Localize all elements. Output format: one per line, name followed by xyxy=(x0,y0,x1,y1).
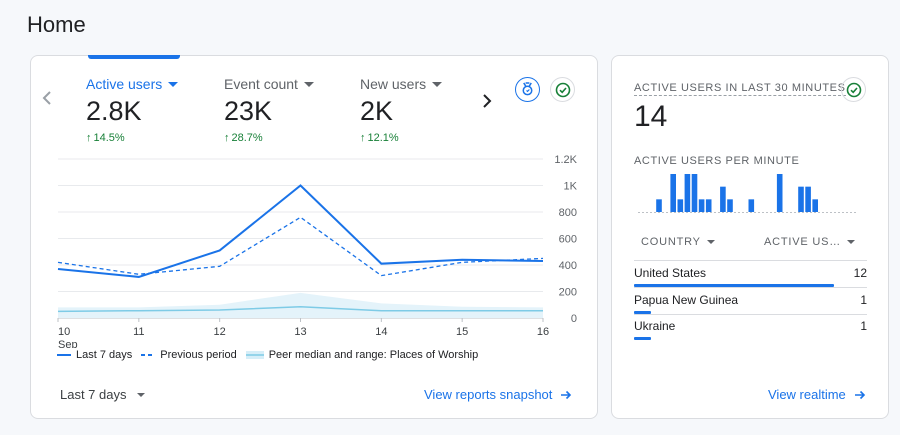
minute-bar xyxy=(698,199,705,212)
x-tick-label: 10 xyxy=(58,326,70,338)
check-circle-icon[interactable] xyxy=(841,77,866,102)
minute-bar xyxy=(776,174,783,212)
minute-bar xyxy=(748,199,755,212)
x-tick-label: 14 xyxy=(375,326,387,338)
chart-legend: Last 7 days Previous period Peer median … xyxy=(57,349,478,361)
minute-bar xyxy=(705,199,712,212)
realtime-title: ACTIVE USERS IN LAST 30 MINUTES xyxy=(634,82,846,96)
dashed-line-icon xyxy=(141,354,156,356)
view-reports-snapshot-link[interactable]: View reports snapshot xyxy=(424,387,572,402)
legend-item-peer: Peer median and range: Places of Worship xyxy=(245,349,478,361)
page-title: Home xyxy=(27,12,86,37)
chevron-down-icon xyxy=(847,240,856,244)
table-row[interactable]: Ukraine 1 xyxy=(634,315,867,341)
y-tick-label: 400 xyxy=(559,260,577,272)
metric-event-count[interactable]: Event count 23K ↑ 28.7% xyxy=(224,76,314,144)
y-tick-label: 800 xyxy=(559,207,577,219)
minute-bar xyxy=(691,174,698,212)
chevron-down-icon xyxy=(432,81,443,87)
metric-new-users[interactable]: New users 2K ↑ 12.1% xyxy=(360,76,443,144)
table-divider xyxy=(634,260,867,261)
share-bar xyxy=(634,284,834,287)
share-bar xyxy=(634,311,651,314)
chevron-down-icon xyxy=(136,392,145,397)
date-range-dropdown[interactable]: Last 7 days xyxy=(60,387,145,402)
realtime-value: 14 xyxy=(634,100,668,133)
minute-bar xyxy=(677,199,684,212)
country-column-header[interactable]: COUNTRY xyxy=(641,236,715,248)
view-realtime-link[interactable]: View realtime xyxy=(768,387,866,402)
minute-bar xyxy=(727,199,733,212)
legend-item-previous: Previous period xyxy=(141,349,237,361)
metric-value: 2.8K xyxy=(86,96,142,126)
line-chart: 0 200 400 600 800 1K 1.2K 10 11 12 13 14 15 16 Sep xyxy=(57,154,578,348)
metric-active-users[interactable]: Active users 2.8K ↑ 14.5% xyxy=(86,76,179,144)
x-tick-label: 15 xyxy=(456,326,468,338)
chevron-down-icon xyxy=(706,240,715,244)
check-circle-icon[interactable] xyxy=(550,77,575,102)
overview-card: Active users 2.8K ↑ 14.5% Event count 23K… xyxy=(30,55,598,419)
realtime-card: ACTIVE USERS IN LAST 30 MINUTES 14 ACTIV… xyxy=(611,55,889,419)
metric-label: New users xyxy=(360,76,427,92)
metric-label: Event count xyxy=(224,76,298,92)
x-tick-label: 13 xyxy=(294,326,306,338)
peer-range-band xyxy=(58,292,543,318)
metric-label: Active users xyxy=(86,76,163,92)
active-users-column-header[interactable]: ACTIVE US… xyxy=(764,236,856,248)
table-divider xyxy=(634,314,867,315)
chevron-down-icon xyxy=(168,81,179,87)
x-sublabel: Sep xyxy=(58,339,78,348)
metric-delta: ↑ 12.1% xyxy=(360,132,399,144)
x-tick-label: 11 xyxy=(133,326,144,338)
insights-badge-icon[interactable] xyxy=(515,77,540,102)
metric-value: 2K xyxy=(360,96,394,126)
y-tick-label: 200 xyxy=(559,287,577,299)
chevron-left-icon[interactable] xyxy=(41,89,53,112)
arrow-up-icon: ↑ xyxy=(360,132,366,144)
table-row[interactable]: Papua New Guinea 1 xyxy=(634,289,867,315)
x-tick-label: 12 xyxy=(214,326,226,338)
range-band-icon xyxy=(245,351,264,359)
legend-item-current: Last 7 days xyxy=(57,349,132,361)
y-tick-label: 600 xyxy=(559,234,577,246)
minute-bar xyxy=(656,199,662,212)
minute-bar xyxy=(798,186,804,212)
minute-bar xyxy=(684,174,691,212)
minute-bar xyxy=(805,186,811,212)
arrow-right-icon xyxy=(854,390,865,399)
metric-value: 23K xyxy=(224,96,273,126)
arrow-right-icon xyxy=(561,390,572,399)
chevron-down-icon xyxy=(303,81,314,87)
chevron-right-icon[interactable] xyxy=(481,92,493,115)
arrow-up-icon: ↑ xyxy=(86,132,92,144)
x-tick-label: 16 xyxy=(537,326,549,338)
peer-median-line xyxy=(57,305,543,313)
previous-period-line xyxy=(57,216,544,277)
minute-bar xyxy=(812,199,818,212)
y-tick-label: 0 xyxy=(571,313,577,325)
share-bar xyxy=(634,337,651,340)
arrow-up-icon: ↑ xyxy=(224,132,230,144)
current-period-line xyxy=(57,184,544,278)
table-row[interactable]: United States 12 xyxy=(634,262,867,288)
metric-delta: ↑ 28.7% xyxy=(224,132,263,144)
per-minute-label: ACTIVE USERS PER MINUTE xyxy=(634,155,800,167)
metric-delta: ↑ 14.5% xyxy=(86,132,125,144)
y-tick-label: 1K xyxy=(564,181,578,193)
minute-bar xyxy=(720,186,726,212)
table-divider xyxy=(634,287,867,288)
minute-bar xyxy=(670,174,676,212)
solid-line-icon xyxy=(57,354,71,356)
active-tab-indicator xyxy=(88,55,180,59)
per-minute-bar-chart xyxy=(638,174,856,213)
y-tick-label: 1.2K xyxy=(554,154,577,166)
